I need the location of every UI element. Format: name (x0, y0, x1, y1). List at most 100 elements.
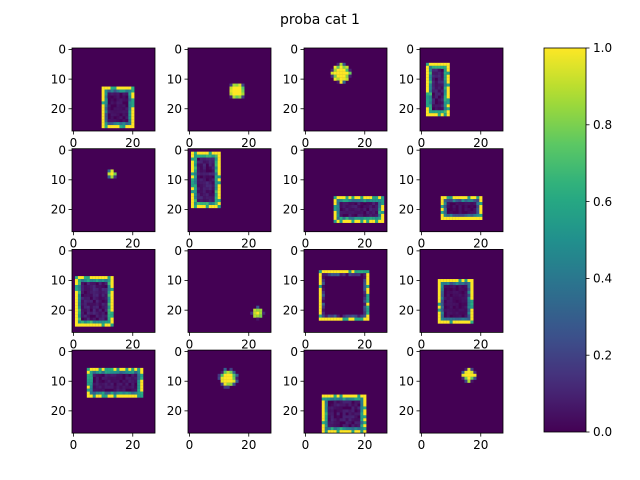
x-tick-label: 20 (241, 337, 256, 351)
axes-frame (187, 148, 272, 233)
y-tick-label: 10 (51, 374, 66, 388)
axes-frame (303, 248, 388, 333)
y-tick-label: 20 (283, 404, 298, 418)
y-tick-label: 0 (406, 244, 414, 258)
colorbar-tick-label: 0.6 (593, 195, 612, 209)
subplot-panel-3: 0 10 20 0 20 (283, 43, 388, 150)
x-tick-label: 20 (357, 438, 372, 452)
y-tick-label: 0 (58, 244, 66, 258)
y-tick-label: 10 (399, 274, 414, 288)
y-tick-label: 20 (399, 303, 414, 317)
y-tick-label: 10 (167, 274, 182, 288)
subplot-panel-10: 0 10 20 0 20 (167, 244, 272, 351)
axes-frame (187, 349, 272, 434)
x-tick-label: 0 (302, 237, 310, 251)
y-tick-label: 20 (51, 404, 66, 418)
y-tick-label: 0 (58, 143, 66, 157)
y-tick-label: 20 (283, 102, 298, 116)
y-tick-label: 0 (290, 143, 298, 157)
y-tick-label: 20 (51, 303, 66, 317)
y-tick-label: 20 (283, 303, 298, 317)
x-tick-label: 20 (125, 337, 140, 351)
x-tick-label: 0 (418, 337, 426, 351)
axes-frame (303, 148, 388, 233)
colorbar-frame (543, 47, 587, 433)
subplot-panel-1: 0 10 20 0 20 (51, 43, 156, 150)
y-tick-label: 0 (58, 43, 66, 57)
axes-frame (419, 47, 504, 132)
y-tick-label: 0 (174, 345, 182, 359)
y-tick-label: 10 (399, 374, 414, 388)
subplot-panel-9: 0 10 20 0 20 (51, 244, 156, 351)
subplot-grid: 0 10 20 0 20 0 10 20 0 20 0 10 20 0 20 0 10 20 0 20 0 10 20 0 20… (51, 43, 504, 452)
x-tick-label: 0 (70, 136, 78, 150)
x-tick-label: 20 (125, 237, 140, 251)
y-tick-label: 20 (167, 303, 182, 317)
x-tick-label: 0 (302, 438, 310, 452)
x-tick-label: 0 (186, 337, 194, 351)
y-tick-label: 0 (290, 43, 298, 57)
axes-frame (303, 349, 388, 434)
x-tick-label: 0 (186, 237, 194, 251)
x-tick-label: 20 (473, 136, 488, 150)
y-tick-label: 0 (406, 43, 414, 57)
y-tick-label: 10 (399, 173, 414, 187)
y-tick-label: 20 (51, 102, 66, 116)
y-tick-label: 20 (167, 102, 182, 116)
x-tick-label: 0 (186, 438, 194, 452)
y-tick-label: 10 (283, 72, 298, 86)
y-tick-label: 10 (167, 72, 182, 86)
x-tick-label: 0 (418, 136, 426, 150)
y-tick-label: 0 (406, 345, 414, 359)
subplot-panel-15: 0 10 20 0 20 (283, 345, 388, 452)
y-tick-label: 10 (51, 173, 66, 187)
y-tick-label: 10 (167, 173, 182, 187)
y-tick-label: 0 (290, 244, 298, 258)
x-tick-label: 20 (473, 337, 488, 351)
colorbar-tick-label: 1.0 (593, 41, 612, 55)
axes-frame (71, 248, 156, 333)
subplot-panel-13: 0 10 20 0 20 (51, 345, 156, 452)
subplot-panel-7: 0 10 20 0 20 (283, 143, 388, 251)
x-tick-label: 20 (357, 337, 372, 351)
y-tick-label: 20 (283, 203, 298, 217)
colorbar: 0.0 0.2 0.4 0.6 0.8 1.0 (543, 41, 612, 439)
x-tick-label: 20 (241, 438, 256, 452)
y-tick-label: 0 (174, 43, 182, 57)
y-tick-label: 20 (167, 203, 182, 217)
colorbar-tick-label: 0.8 (593, 118, 612, 132)
x-tick-label: 20 (357, 237, 372, 251)
y-tick-label: 0 (406, 143, 414, 157)
x-tick-label: 0 (302, 136, 310, 150)
subplot-panel-4: 0 10 20 0 20 (399, 43, 504, 150)
y-tick-label: 20 (399, 203, 414, 217)
y-tick-label: 10 (167, 374, 182, 388)
subplot-panel-16: 0 10 20 0 20 (399, 345, 504, 452)
x-tick-label: 20 (473, 438, 488, 452)
y-tick-label: 20 (167, 404, 182, 418)
subplot-panel-5: 0 10 20 0 20 (51, 143, 156, 251)
axes-frame (303, 47, 388, 132)
subplot-panel-8: 0 10 20 0 20 (399, 143, 504, 251)
x-tick-label: 0 (70, 438, 78, 452)
axes-frame (187, 248, 272, 333)
figure-title: proba cat 1 (280, 12, 360, 28)
x-tick-label: 20 (473, 237, 488, 251)
y-tick-label: 10 (399, 72, 414, 86)
y-tick-label: 10 (283, 274, 298, 288)
y-tick-label: 0 (174, 244, 182, 258)
axes-frame (71, 148, 156, 233)
x-tick-label: 20 (241, 136, 256, 150)
subplot-panel-12: 0 10 20 0 20 (399, 244, 504, 351)
x-tick-label: 20 (125, 136, 140, 150)
x-tick-label: 20 (125, 438, 140, 452)
x-tick-label: 0 (70, 337, 78, 351)
axes-frame (419, 148, 504, 233)
y-tick-label: 20 (399, 404, 414, 418)
axes-frame (419, 349, 504, 434)
colorbar-tick-label: 0.0 (593, 425, 612, 439)
subplot-panel-6: 0 10 20 0 20 (167, 143, 272, 251)
x-tick-label: 0 (418, 438, 426, 452)
y-tick-label: 0 (290, 345, 298, 359)
